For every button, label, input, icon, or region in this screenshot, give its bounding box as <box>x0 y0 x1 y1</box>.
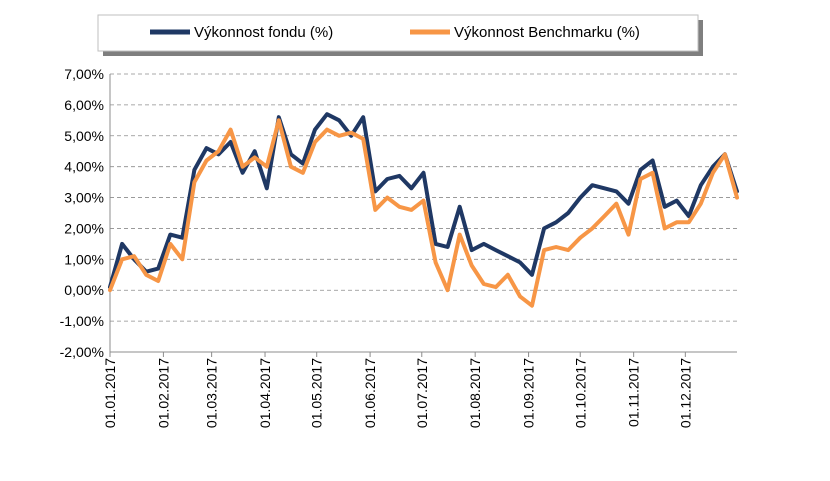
legend-label-fund: Výkonnost fondu (%) <box>194 24 333 41</box>
x-tick-label: 01.04.2017 <box>257 358 273 428</box>
x-tick-label: 01.03.2017 <box>204 358 220 428</box>
x-tick-label: 01.08.2017 <box>467 358 483 428</box>
x-tick-label: 01.02.2017 <box>155 358 171 428</box>
y-tick-label: 3,00% <box>64 190 104 206</box>
x-tick-label: 01.01.2017 <box>102 358 118 428</box>
x-tick-label: 01.07.2017 <box>414 358 430 428</box>
x-tick-label: 01.05.2017 <box>309 358 325 428</box>
legend-box <box>97 14 699 52</box>
gridlines <box>109 73 737 357</box>
x-tick-label: 01.10.2017 <box>572 358 588 428</box>
benchmark-line <box>108 118 739 308</box>
y-axis-labels: -2,00% -1,00% 0,00% 1,00% 2,00% 3,00% 4,00% 5,0… <box>60 66 104 360</box>
x-tick-label: 01.11.2017 <box>626 358 642 427</box>
y-tick-label: 2,00% <box>64 220 104 236</box>
y-tick-label: 5,00% <box>64 128 104 144</box>
series-lines <box>108 112 739 308</box>
y-tick-label: 0,00% <box>64 282 104 298</box>
y-tick-label: 6,00% <box>64 97 104 113</box>
legend: Výkonnost fondu (%) Výkonnost Benchmarku… <box>97 14 703 56</box>
y-tick-label: 4,00% <box>64 159 104 175</box>
y-tick-label: 7,00% <box>64 66 104 82</box>
y-tick-label: 1,00% <box>64 251 104 267</box>
x-tick-label: 01.12.2017 <box>677 358 693 428</box>
y-tick-label: -1,00% <box>60 313 104 329</box>
x-tick-label: 01.09.2017 <box>521 358 537 428</box>
x-axis-labels: 01.01.2017 01.02.2017 01.03.2017 01.04.2017… <box>102 358 693 428</box>
y-tick-label: -2,00% <box>60 344 104 360</box>
x-tick-label: 01.06.2017 <box>362 358 378 428</box>
legend-label-benchmark: Výkonnost Benchmarku (%) <box>454 24 640 41</box>
